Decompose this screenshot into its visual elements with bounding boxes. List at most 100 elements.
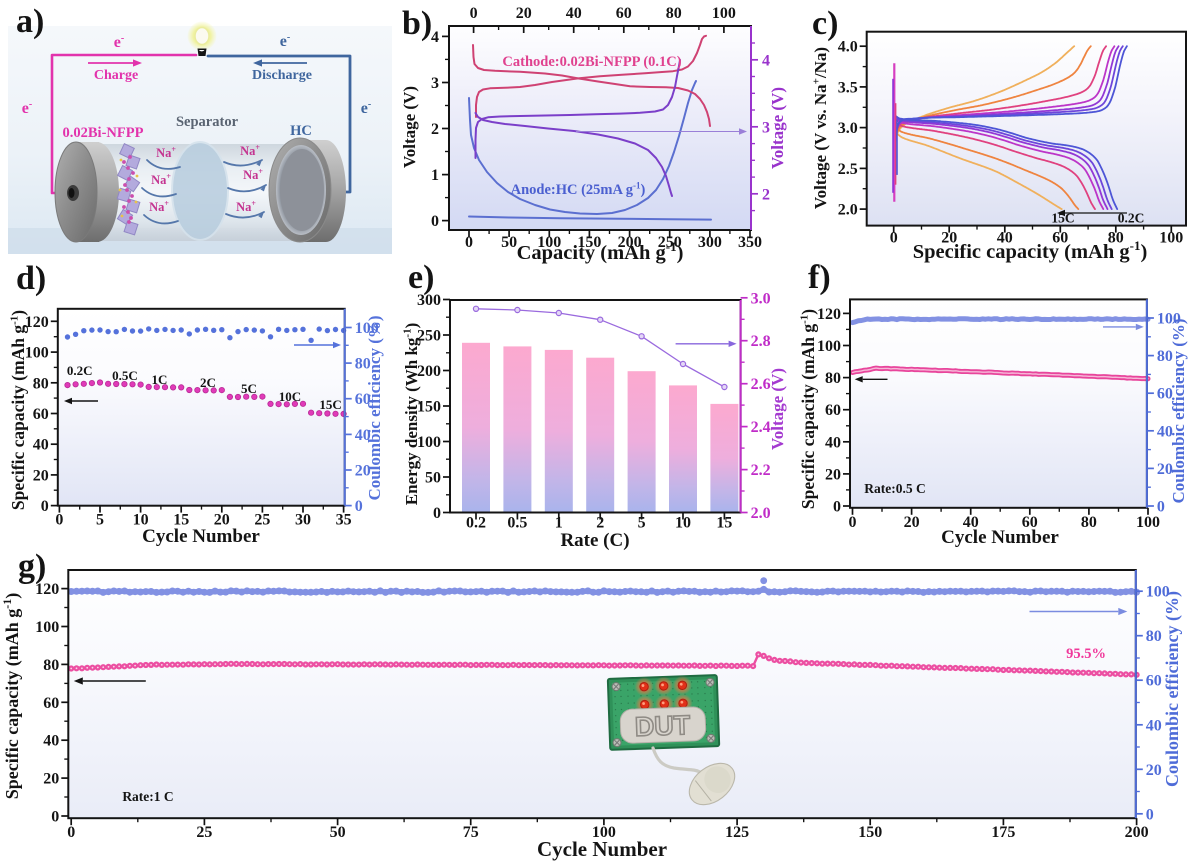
svg-text:3.0: 3.0 [838,120,858,137]
svg-text:2: 2 [762,186,770,203]
svg-text:2.2: 2.2 [751,462,771,479]
svg-text:0.5C: 0.5C [112,368,138,383]
svg-text:95.5%: 95.5% [1066,646,1106,662]
svg-text:200: 200 [1125,824,1149,841]
svg-text:Voltage (V): Voltage (V) [768,87,787,169]
svg-text:a): a) [16,3,44,40]
svg-text:2.5: 2.5 [838,161,858,178]
svg-text:40: 40 [997,230,1013,247]
svg-text:Specific capacity (mAh g-1): Specific capacity (mAh g-1) [913,238,1148,263]
svg-text:25: 25 [196,824,212,841]
svg-text:HC: HC [290,123,312,139]
svg-text:0: 0 [1157,499,1165,516]
svg-text:Specific capacity (mAh g-1): Specific capacity (mAh g-1) [0,593,23,799]
svg-text:b): b) [402,5,432,42]
svg-text:0: 0 [465,234,473,251]
svg-text:Separator: Separator [176,114,239,130]
svg-text:80: 80 [1157,348,1173,365]
svg-text:d): d) [16,260,46,297]
svg-text:40: 40 [1146,717,1162,734]
svg-text:100: 100 [25,345,49,362]
svg-text:2: 2 [431,121,439,138]
svg-text:20: 20 [941,230,957,247]
svg-text:20: 20 [1157,461,1173,478]
svg-text:g): g) [18,548,46,585]
svg-text:3: 3 [431,75,439,92]
svg-text:Rate:1 C: Rate:1 C [122,789,173,804]
svg-text:250: 250 [658,234,682,251]
svg-text:40: 40 [566,5,582,22]
svg-text:100: 100 [1159,230,1183,247]
svg-text:20: 20 [516,5,532,22]
svg-text:5C: 5C [241,381,257,396]
svg-text:Capacity (mAh g-1): Capacity (mAh g-1) [517,239,684,264]
svg-text:100: 100 [537,234,561,251]
svg-text:1: 1 [555,515,563,532]
svg-text:10: 10 [675,515,691,532]
svg-text:80: 80 [355,356,371,373]
svg-text:80: 80 [43,657,59,674]
svg-text:30: 30 [295,512,311,529]
svg-text:Rate (C): Rate (C) [560,530,629,551]
svg-text:80: 80 [1081,514,1097,531]
svg-text:120: 120 [25,314,49,331]
svg-text:0: 0 [41,498,49,515]
svg-text:2.0: 2.0 [751,505,771,522]
svg-text:20: 20 [355,463,371,480]
svg-text:2.6: 2.6 [751,376,771,393]
svg-text:100: 100 [355,320,379,337]
svg-text:40: 40 [355,427,371,444]
svg-text:40: 40 [43,733,59,750]
svg-text:4: 4 [431,29,439,46]
svg-text:20: 20 [33,467,49,484]
svg-text:60: 60 [33,406,49,423]
svg-text:175: 175 [991,824,1015,841]
svg-text:35: 35 [336,512,352,529]
svg-text:Charge: Charge [94,68,138,83]
svg-text:Rate:0.5 C: Rate:0.5 C [864,481,925,496]
svg-text:Coulombic efficiency (%): Coulombic efficiency (%) [1162,591,1183,787]
svg-text:20: 20 [904,514,920,531]
svg-text:75: 75 [463,824,479,841]
svg-text:40: 40 [963,514,979,531]
svg-text:Voltage (V): Voltage (V) [400,86,419,168]
svg-text:0.02Bi-NFPP: 0.02Bi-NFPP [63,125,144,141]
svg-text:150: 150 [577,234,601,251]
svg-text:125: 125 [725,824,749,841]
svg-text:0.2C: 0.2C [1118,211,1145,226]
svg-text:40: 40 [825,434,841,451]
svg-text:3: 3 [762,119,770,136]
svg-text:2.4: 2.4 [751,419,771,436]
svg-text:Cathode:0.02Bi-NFPP (0.1C): Cathode:0.02Bi-NFPP (0.1C) [502,54,681,70]
svg-text:Na+: Na+ [149,199,169,214]
svg-text:2C: 2C [200,375,216,390]
svg-text:0: 0 [67,824,75,841]
svg-text:5: 5 [96,512,104,529]
svg-text:100: 100 [712,5,736,22]
svg-text:0: 0 [833,499,841,516]
svg-text:Na+: Na+ [151,172,171,187]
svg-text:80: 80 [33,375,49,392]
svg-text:20: 20 [214,512,230,529]
svg-text:0: 0 [890,230,898,247]
svg-text:1: 1 [431,167,439,184]
svg-text:5: 5 [638,515,646,532]
svg-text:300: 300 [698,234,722,251]
svg-text:Anode:HC (25mA g-1): Anode:HC (25mA g-1) [511,181,646,199]
svg-text:80: 80 [1108,230,1124,247]
svg-text:15C: 15C [319,397,341,412]
svg-text:2.0: 2.0 [838,202,858,219]
svg-text:Energy density (Wh kg-1): Energy density (Wh kg-1) [402,323,422,506]
svg-text:100: 100 [817,338,841,355]
svg-text:e-: e- [361,99,371,117]
svg-text:25: 25 [254,512,270,529]
svg-text:100: 100 [1146,584,1170,601]
svg-text:0: 0 [431,213,439,230]
svg-text:60: 60 [616,5,632,22]
svg-text:Voltage (V vs. Na+/Na): Voltage (V vs. Na+/Na) [811,47,831,209]
svg-text:60: 60 [355,391,371,408]
svg-text:15: 15 [173,512,189,529]
svg-text:300: 300 [417,292,441,309]
svg-text:20: 20 [825,466,841,483]
svg-text:2: 2 [596,515,604,532]
